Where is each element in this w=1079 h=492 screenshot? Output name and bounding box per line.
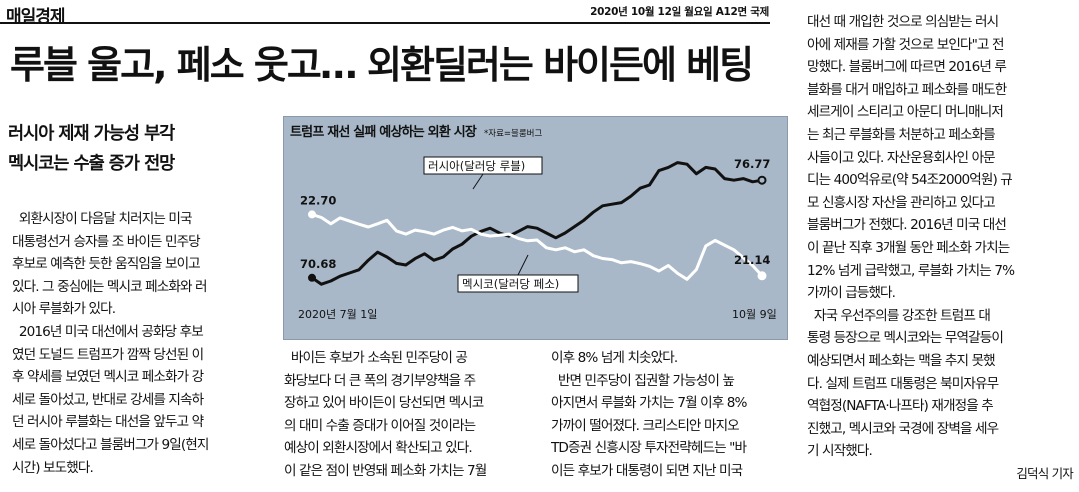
article-line: 예상이 외환시장에서 확산되고 있다. bbox=[284, 440, 473, 457]
article-line: 후보로 예측한 듯한 움직임을 보이고 bbox=[12, 256, 201, 273]
ruble-end-point bbox=[757, 175, 767, 185]
article-line: 시아 루블화가 있다. bbox=[12, 301, 116, 318]
article-line: 대선 때 개입한 것으로 의심받는 러시 bbox=[807, 14, 999, 30]
article-line: 가까이 급등했다. bbox=[807, 285, 896, 302]
article-line: 이 같은 점이 반영돼 페소화 가치는 7월 bbox=[284, 462, 487, 479]
article-line: 자국 우선주의를 강조한 트럼프 대 bbox=[807, 307, 991, 324]
peso-end-point bbox=[757, 271, 767, 281]
article-line: 통령 등장으로 멕시코와는 무역갈등이 bbox=[807, 330, 1004, 347]
article-line: 모 신흥시장 자산을 관리하고 있다고 bbox=[807, 194, 996, 211]
exchange-rate-chart: 트럼프 재선 실패 예상하는 외환 시장 *자료=블룸버그 70.68 76.77 2… bbox=[283, 116, 788, 340]
article-line: 사들이고 있다. 자산운용회사인 아문 bbox=[807, 149, 996, 166]
article-line: 는 최근 루블화를 처분하고 페소화를 bbox=[807, 126, 996, 143]
article-line: 외환시장이 다음달 치러지는 미국 bbox=[12, 211, 193, 227]
peso-start-label: 22.70 bbox=[300, 193, 336, 207]
peso-start-point bbox=[308, 210, 316, 219]
chart-title-block: 트럼프 재선 실패 예상하는 외환 시장 *자료=블룸버그 bbox=[290, 121, 542, 140]
article-line: 장하고 있어 바이든이 당선되면 멕시코 bbox=[284, 395, 484, 412]
chart-source: *자료=블룸버그 bbox=[484, 129, 543, 139]
article-line: 블화를 대거 매입하고 페소화를 매도한 bbox=[807, 81, 1007, 98]
peso-legend-label: 멕시코(달러당 페소) bbox=[462, 277, 559, 291]
article-headline: 루블 울고, 페소 웃고… 외환딜러는 바이든에 베팅 bbox=[10, 43, 754, 87]
article-line: 아에 제재를 가할 것으로 보인다"고 전 bbox=[807, 36, 1004, 53]
article-line: 역협정(NAFTA·나프타) 재개정을 추 bbox=[807, 398, 994, 415]
article-line: 블룸버그가 전했다. 2016년 미국 대선 bbox=[807, 217, 1007, 234]
ruble-legend-label: 러시아(달러당 루블) bbox=[428, 159, 525, 173]
article-line: 세로 돌아섰고, 반대로 강세를 지속하 bbox=[12, 391, 204, 408]
dateline: 2020년 10월 12일 월요일 A12면 국제 bbox=[590, 6, 769, 18]
article-line: 세로 돌아섰다고 블룸버그가 9일(현지 bbox=[12, 436, 209, 453]
article-line: 있다. 그 중심에는 멕시코 페소화와 러 bbox=[12, 278, 208, 295]
article-line: 였던 도널드 트럼프가 깜짝 당선된 이 bbox=[12, 346, 204, 363]
article-line: TD증권 신흥시장 투자전략헤드는 "바 bbox=[551, 440, 747, 457]
x-axis-start-label: 2020년 7월 1일 bbox=[298, 307, 377, 321]
article-line: 망했다. 블룸버그에 따르면 2016년 루 bbox=[807, 59, 1007, 76]
chart-plot: 70.68 76.77 22.70 21.14 러시아(달러당 루블) 멕시코(달러당 페… bbox=[298, 156, 777, 321]
article-line: 세르게이 스티리고 아문디 머니매니저 bbox=[807, 104, 1004, 121]
article-line: 후 약세를 보였던 멕시코 페소화가 강 bbox=[12, 369, 204, 386]
article-line: 화당보다 더 큰 폭의 경기부양책을 주 bbox=[284, 372, 476, 389]
article-line: 다. 실제 트럼프 대통령은 북미자유무 bbox=[807, 375, 999, 392]
peso-line bbox=[311, 212, 764, 281]
article-line: 디는 400억유로(약 54조2000억원) 규 bbox=[807, 172, 1013, 189]
peso-legend-leader bbox=[517, 254, 529, 276]
article-line: 이든 후보가 대통령이 되면 지난 미국 bbox=[551, 462, 743, 479]
article-line: 던 러시아 루블화는 대선을 앞두고 약 bbox=[12, 414, 204, 431]
subheadline-1: 러시아 제재 가능성 부각 bbox=[8, 124, 175, 144]
peso-end-label: 21.14 bbox=[734, 253, 770, 267]
ruble-legend-leader bbox=[472, 173, 484, 190]
article-line: 의 대미 수출 증대가 이어질 것이라는 bbox=[284, 417, 476, 434]
ruble-start-label: 70.68 bbox=[300, 257, 336, 271]
article-line: 2016년 미국 대선에서 공화당 후보 bbox=[12, 323, 204, 340]
article-line: 예상되면서 페소화는 맥을 추지 못했 bbox=[807, 352, 996, 369]
ruble-line bbox=[311, 161, 763, 286]
article-line: 이후 8% 넘게 치솟았다. bbox=[551, 350, 678, 366]
article-line: 대통령선거 승자를 조 바이든 민주당 bbox=[12, 233, 201, 250]
ruble-end-label: 76.77 bbox=[734, 157, 770, 171]
article-line: 바이든 후보가 소속된 민주당이 공 bbox=[284, 350, 468, 366]
article-line: 반면 민주당이 집권할 가능성이 높 bbox=[551, 372, 735, 389]
article-line: 기 시작했다. bbox=[807, 443, 873, 460]
ruble-start-point bbox=[308, 273, 316, 282]
subheadline-2: 멕시코는 수출 증가 전망 bbox=[8, 154, 175, 174]
article-line: 진했고, 멕시코와 국경에 장벽을 세우 bbox=[807, 420, 999, 437]
article-line: 가까이 떨어졌다. 크리스티안 마지오 bbox=[551, 417, 740, 434]
header-rule bbox=[0, 22, 770, 24]
article-line: 12% 넘게 급락했고, 루블화 가치는 7% bbox=[807, 262, 1015, 279]
article-line: 이 끝난 직후 3개월 동안 페소화 가치는 bbox=[807, 239, 1010, 256]
byline: 김덕식 기자 bbox=[1016, 466, 1073, 481]
chart-title: 트럼프 재선 실패 예상하는 외환 시장 bbox=[290, 125, 477, 140]
article-line: 아지면서 루블화 가치는 7월 이후 8% bbox=[551, 395, 747, 412]
article-line: 시간) 보도했다. bbox=[12, 459, 94, 476]
x-axis-end-label: 10월 9일 bbox=[732, 307, 777, 321]
